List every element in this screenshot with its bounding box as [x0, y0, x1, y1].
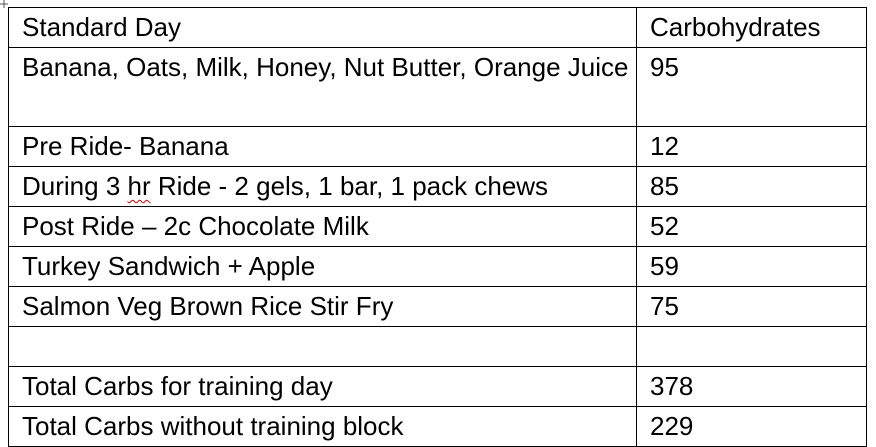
item-cell[interactable]: Pre Ride- Banana: [8, 126, 637, 167]
table-row: Banana, Oats, Milk, Honey, Nut Butter, O…: [8, 47, 867, 127]
item-cell[interactable]: Turkey Sandwich + Apple: [8, 246, 637, 287]
table-move-handle-icon[interactable]: [0, 0, 8, 8]
total-value-cell[interactable]: 229: [636, 406, 867, 447]
header-carbohydrates[interactable]: Carbohydrates: [636, 7, 867, 48]
table-header-row: Standard Day Carbohydrates: [8, 7, 867, 48]
carbs-cell[interactable]: 12: [636, 126, 867, 167]
table-row-total: Total Carbs for training day 378: [8, 366, 867, 407]
table-row-total: Total Carbs without training block 229: [8, 406, 867, 447]
carbs-cell-empty[interactable]: [636, 326, 867, 367]
carbs-cell[interactable]: 52: [636, 206, 867, 247]
item-cell[interactable]: Banana, Oats, Milk, Honey, Nut Butter, O…: [8, 47, 637, 127]
table-row: Post Ride – 2c Chocolate Milk 52: [8, 206, 867, 247]
table-row-empty: [8, 326, 867, 367]
table-row: Salmon Veg Brown Rice Stir Fry 75: [8, 286, 867, 327]
total-value-cell[interactable]: 378: [636, 366, 867, 407]
total-label-cell[interactable]: Total Carbs without training block: [8, 406, 637, 447]
item-text-before: During 3: [22, 171, 128, 201]
item-text-after: Ride - 2 gels, 1 bar, 1 pack chews: [150, 171, 549, 201]
table-row: Pre Ride- Banana 12: [8, 126, 867, 167]
carbs-cell[interactable]: 95: [636, 47, 867, 127]
spellcheck-flagged-word: hr: [127, 171, 151, 201]
carbs-cell[interactable]: 59: [636, 246, 867, 287]
carbs-cell[interactable]: 75: [636, 286, 867, 327]
total-label-cell[interactable]: Total Carbs for training day: [8, 366, 637, 407]
table-row: Turkey Sandwich + Apple 59: [8, 246, 867, 287]
item-cell[interactable]: Salmon Veg Brown Rice Stir Fry: [8, 286, 637, 327]
table-row: During 3 hr Ride - 2 gels, 1 bar, 1 pack…: [8, 166, 867, 207]
item-cell[interactable]: Post Ride – 2c Chocolate Milk: [8, 206, 637, 247]
carbohydrate-table: Standard Day Carbohydrates Banana, Oats,…: [8, 7, 867, 447]
header-standard-day[interactable]: Standard Day: [8, 7, 637, 48]
item-cell-empty[interactable]: [8, 326, 637, 367]
item-cell[interactable]: During 3 hr Ride - 2 gels, 1 bar, 1 pack…: [8, 166, 637, 207]
carbs-cell[interactable]: 85: [636, 166, 867, 207]
